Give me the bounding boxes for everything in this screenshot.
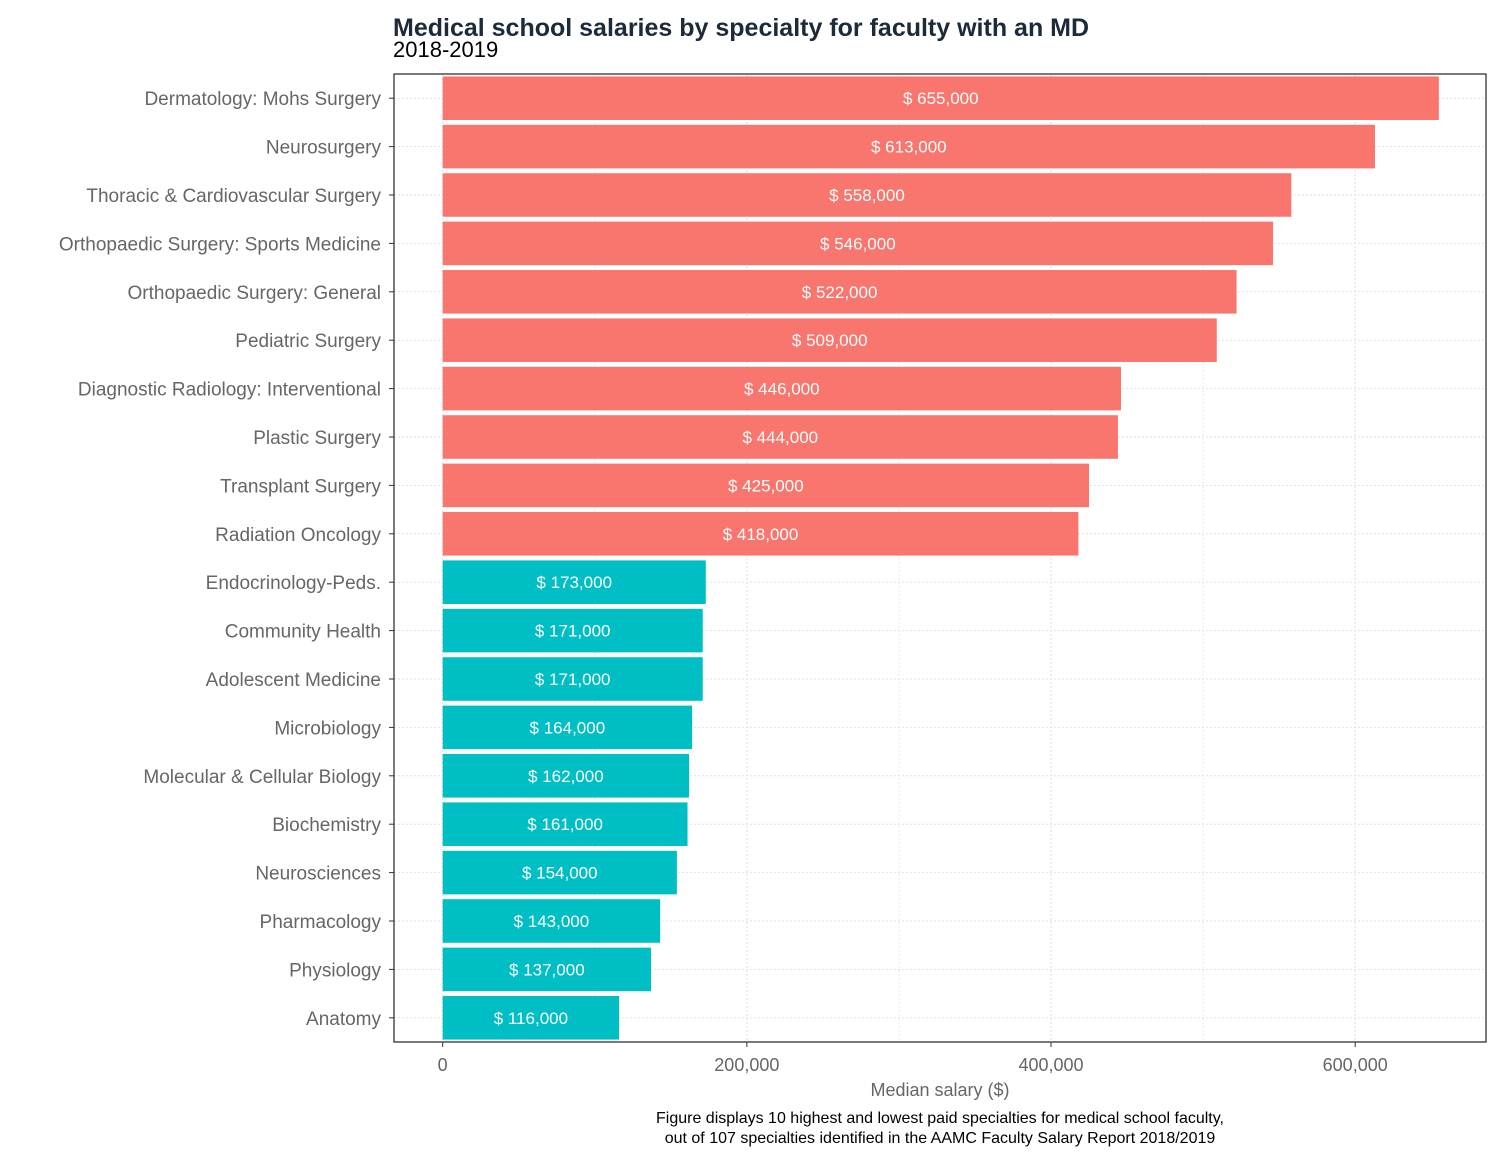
bar <box>442 221 1274 266</box>
bar-value-label: $ 558,000 <box>829 186 905 205</box>
bar <box>442 366 1121 411</box>
value-axis: 0 200,000 400,000 600,000 <box>438 1042 1388 1075</box>
bar <box>442 415 1118 459</box>
bar-value-label: $ 143,000 <box>514 912 590 931</box>
x-tick-label: 200,000 <box>714 1055 779 1075</box>
bar <box>442 947 652 992</box>
category-label: Neurosciences <box>255 864 381 885</box>
x-axis-title: Median salary ($) <box>870 1080 1009 1100</box>
category-label: Physiology <box>289 960 381 981</box>
category-label: Radiation Oncology <box>215 525 381 546</box>
bar <box>442 657 703 701</box>
bar <box>442 512 1079 556</box>
bar <box>442 560 706 604</box>
bar-value-label: $ 171,000 <box>535 622 611 641</box>
bar <box>442 124 1375 169</box>
category-label: Neurosurgery <box>266 138 382 159</box>
bar <box>442 463 1090 508</box>
bar-value-label: $ 655,000 <box>903 89 979 108</box>
bar <box>442 899 661 943</box>
bar-value-label: $ 446,000 <box>744 380 820 399</box>
bar-value-label: $ 522,000 <box>802 283 878 302</box>
bar-value-label: $ 137,000 <box>509 960 585 979</box>
category-label: Biochemistry <box>272 815 381 836</box>
bar-value-label: $ 171,000 <box>535 670 611 689</box>
category-label: Diagnostic Radiology: Interventional <box>78 380 381 401</box>
x-tick-label: 600,000 <box>1323 1055 1388 1075</box>
category-label: Microbiology <box>274 718 381 739</box>
bar <box>442 850 677 895</box>
category-label: Pharmacology <box>260 912 382 933</box>
category-axis: Dermatology: Mohs Surgery Neurosurgery Tho… <box>59 89 394 1030</box>
bar-value-label: $ 418,000 <box>723 525 799 544</box>
bar-value-label: $ 161,000 <box>527 815 603 834</box>
bar <box>442 802 688 846</box>
bar <box>442 754 690 798</box>
bar-value-label: $ 116,000 <box>494 1009 568 1028</box>
category-label: Dermatology: Mohs Surgery <box>144 89 381 110</box>
bar <box>442 76 1439 120</box>
category-label: Adolescent Medicine <box>206 670 381 691</box>
bar <box>442 705 693 750</box>
category-label: Community Health <box>225 622 381 643</box>
bar <box>442 608 703 653</box>
bar-value-label: $ 164,000 <box>530 718 606 737</box>
bar-value-label: $ 546,000 <box>820 234 896 253</box>
bar-value-label: $ 613,000 <box>871 138 947 157</box>
bar <box>442 173 1292 217</box>
category-label: Orthopaedic Surgery: General <box>128 283 381 304</box>
category-label: Plastic Surgery <box>253 428 381 449</box>
category-label: Endocrinology-Peds. <box>206 573 381 594</box>
category-label: Pediatric Surgery <box>235 331 381 352</box>
plot-panel-border <box>393 73 1487 1043</box>
bar-value-label: $ 425,000 <box>728 476 804 495</box>
category-label: Orthopaedic Surgery: Sports Medicine <box>59 234 381 255</box>
bar-value-label: $ 154,000 <box>522 864 598 883</box>
bar-value-label: $ 162,000 <box>528 767 604 786</box>
bar <box>442 996 620 1040</box>
bar <box>442 318 1217 362</box>
grid-lines <box>394 74 1486 1042</box>
category-label: Molecular & Cellular Biology <box>143 767 381 788</box>
bar-value-label: $ 509,000 <box>792 331 868 350</box>
bar-value-label: $ 444,000 <box>742 428 818 447</box>
category-label: Anatomy <box>306 1009 381 1030</box>
bars: $ 655,000 $ 613,000 $ 558,000 $ 546,000 $ 52… <box>442 76 1439 1040</box>
x-tick-label: 0 <box>438 1055 448 1075</box>
category-label: Thoracic & Cardiovascular Surgery <box>86 186 381 207</box>
bar-value-label: $ 173,000 <box>536 573 612 592</box>
chart-title: Medical school salaries by specialty for… <box>393 14 1089 42</box>
x-tick-label: 400,000 <box>1018 1055 1083 1075</box>
caption-line-2: out of 107 specialties identified in the… <box>665 1130 1216 1147</box>
bar <box>442 270 1237 314</box>
category-label: Transplant Surgery <box>220 476 381 497</box>
chart-subtitle: 2018-2019 <box>393 37 498 62</box>
caption-line-1: Figure displays 10 highest and lowest pa… <box>656 1110 1224 1127</box>
